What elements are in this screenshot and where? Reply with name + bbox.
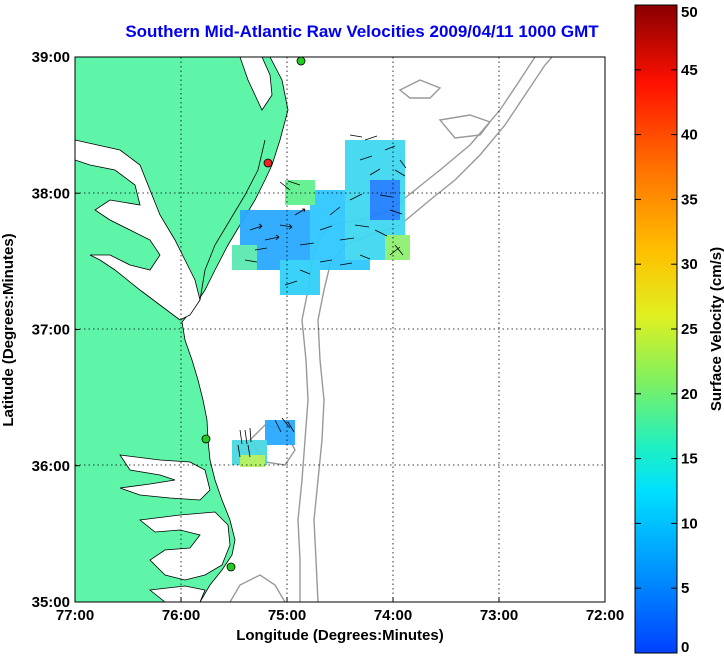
pamlico-sound (139, 511, 231, 581)
colorbar-tick-label: 10 (681, 515, 698, 532)
velocity-vectors (237, 134, 407, 458)
site-marker (263, 158, 273, 168)
site-marker (226, 562, 236, 572)
colorbar-tick-label: 5 (681, 580, 689, 597)
chesapeake-bay (75, 139, 201, 321)
colorbar-tick-label: 50 (681, 4, 698, 21)
y-tick-label: 35:00 (32, 594, 70, 611)
colorbar (634, 4, 678, 654)
x-tick-label: 73:00 (480, 607, 518, 624)
site-marker (296, 57, 306, 66)
y-tick-label: 36:00 (32, 458, 70, 475)
x-tick-label: 75:00 (268, 607, 306, 624)
colorbar-label: Surface Velocity (cm/s) (708, 247, 724, 411)
map-title: Southern Mid-Atlantic Raw Velocities 200… (125, 22, 599, 41)
colorbar-tick-label: 0 (681, 639, 689, 656)
map-grid (75, 57, 605, 602)
y-axis-label: Latitude (Degrees:Minutes) (0, 233, 17, 426)
site-markers (201, 57, 306, 572)
colorbar-tick-label: 40 (681, 127, 698, 144)
colorbar-tick-label: 25 (681, 321, 698, 338)
y-tick-label: 39:00 (32, 49, 70, 66)
colorbar-tick-label: 20 (681, 386, 698, 403)
x-tick-label: 76:00 (162, 607, 200, 624)
colorbar-ticks: 0 5 10 15 20 25 30 35 40 45 50 (635, 4, 698, 656)
delaware-bay (239, 57, 273, 111)
delmarva-bay-shore (199, 139, 266, 301)
x-axis-label: Longitude (Degrees:Minutes) (236, 627, 444, 644)
x-tick-label: 77:00 (56, 607, 94, 624)
y-tick-label: 37:00 (32, 322, 70, 339)
x-tick-label: 72:00 (586, 607, 624, 624)
southern-sound (148, 585, 206, 602)
colorbar-tick-label: 45 (681, 62, 698, 79)
x-axis-ticks: 77:00 76:00 75:00 74:00 73:00 72:00 (56, 597, 624, 624)
colorbar-tick-label: 15 (681, 451, 698, 468)
x-tick-label: 74:00 (374, 607, 412, 624)
site-marker (201, 434, 211, 444)
y-tick-label: 38:00 (32, 185, 70, 202)
albemarle-sound (119, 454, 211, 501)
colorbar-tick-label: 35 (681, 191, 698, 208)
y-axis-ticks: 39:00 38:00 37:00 36:00 35:00 (32, 49, 80, 611)
colorbar-tick-label: 30 (681, 256, 698, 273)
